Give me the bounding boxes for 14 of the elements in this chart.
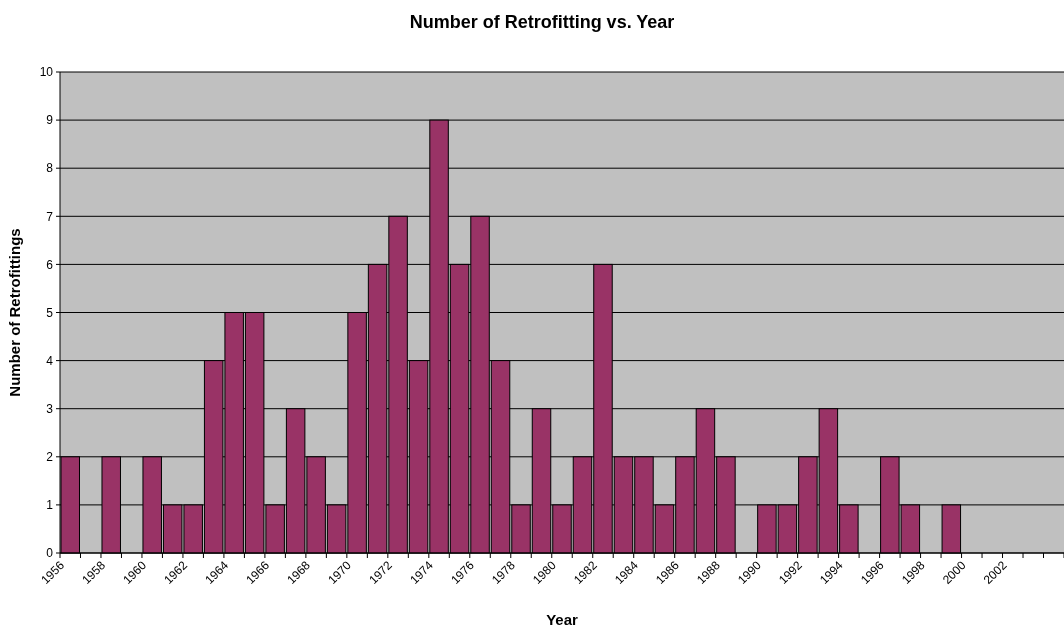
y-tick-label: 8 (46, 161, 54, 176)
y-axis-title: Number of Retrofittings (6, 228, 23, 397)
y-tick-label: 9 (46, 113, 54, 128)
y-tick-label: 3 (46, 401, 54, 416)
y-tick-label: 2 (46, 450, 54, 464)
y-tick-label: 7 (46, 209, 54, 224)
y-tick-label: 0 (46, 546, 54, 561)
y-tick-label: 1 (46, 498, 54, 513)
x-axis-title: Year (546, 611, 579, 628)
y-tick-label: 6 (46, 257, 54, 272)
y-tick-label: 10 (39, 65, 54, 80)
chart-title: Number of Retrofitting vs. Year (409, 12, 675, 32)
y-tick-label: 4 (46, 353, 54, 368)
y-tick-label: 5 (46, 305, 54, 320)
